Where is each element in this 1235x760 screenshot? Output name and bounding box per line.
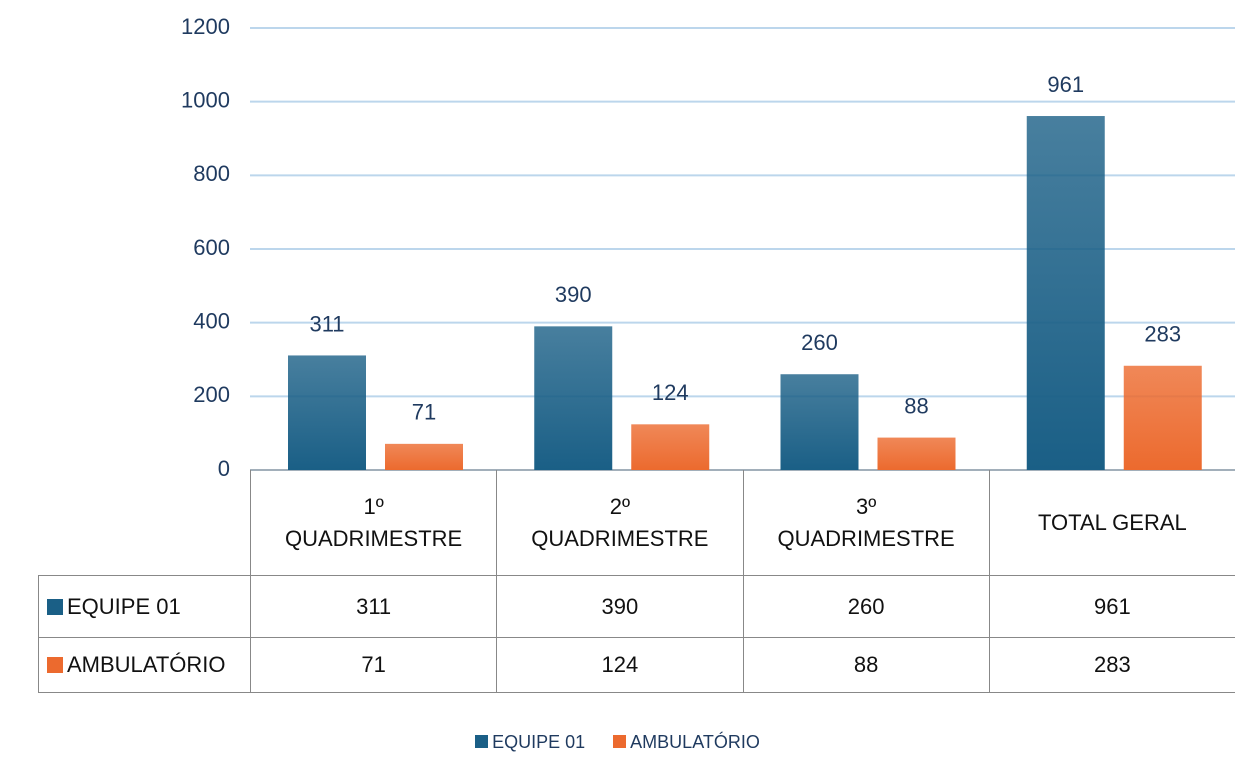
series-name: AMBULATÓRIO: [67, 652, 226, 677]
y-tick-label: 200: [193, 382, 230, 407]
data-label: 961: [1047, 72, 1084, 97]
y-tick-label: 1000: [181, 87, 230, 112]
y-tick-label: 0: [218, 456, 230, 481]
category-label: 3º QUADRIMESTRE: [777, 493, 955, 551]
data-label: 311: [309, 311, 344, 336]
table-header-cell: 3º QUADRIMESTRE: [742, 470, 990, 576]
table-header-cell: TOTAL GERAL: [988, 470, 1235, 576]
y-tick-label: 400: [193, 308, 230, 333]
table-cell: 283: [988, 637, 1235, 693]
y-tick-label: 600: [193, 235, 230, 260]
bar: [534, 326, 613, 470]
bar: [1123, 365, 1202, 470]
table-cell: 311: [250, 575, 498, 638]
category-label: TOTAL GERAL: [1038, 509, 1187, 535]
bar: [631, 424, 710, 470]
series-name: EQUIPE 01: [67, 593, 181, 619]
bar: [288, 355, 366, 470]
legend-item: EQUIPE 01: [475, 732, 585, 752]
table-cell: 124: [496, 637, 744, 693]
legend-key: [47, 598, 63, 615]
legend-label: AMBULATÓRIO: [630, 732, 760, 752]
bar: [385, 443, 463, 470]
y-tick-label: 800: [193, 161, 230, 186]
table-cell: 88: [742, 637, 990, 693]
data-label: 260: [801, 330, 838, 355]
data-label: 71: [412, 400, 436, 425]
table-row-header: EQUIPE 01: [38, 575, 251, 638]
data-label: 283: [1144, 322, 1181, 347]
legend-key: [47, 657, 63, 673]
data-label: 88: [904, 393, 928, 418]
table-cell: 260: [742, 575, 990, 638]
bar: [1026, 116, 1105, 470]
bar: [877, 437, 956, 470]
y-tick-label: 1200: [181, 14, 230, 39]
table-row-header: AMBULATÓRIO: [38, 637, 251, 693]
legend-key: [475, 735, 489, 748]
category-label: 1º QUADRIMESTRE: [285, 493, 463, 551]
data-label: 124: [652, 380, 689, 405]
legend-label: EQUIPE 01: [492, 732, 586, 752]
table-cell: 390: [496, 575, 744, 638]
table-cell: 71: [250, 637, 498, 693]
table-header-cell: 1º QUADRIMESTRE: [250, 470, 498, 576]
category-label: 2º QUADRIMESTRE: [531, 493, 709, 551]
bar: [780, 374, 859, 470]
data-label: 390: [555, 282, 592, 307]
table-cell: 961: [988, 575, 1235, 638]
legend-key: [613, 735, 627, 748]
table-header-cell: 2º QUADRIMESTRE: [496, 470, 744, 576]
legend: EQUIPE 01 AMBULATÓRIO: [0, 732, 1235, 753]
legend-item: AMBULATÓRIO: [613, 732, 760, 752]
